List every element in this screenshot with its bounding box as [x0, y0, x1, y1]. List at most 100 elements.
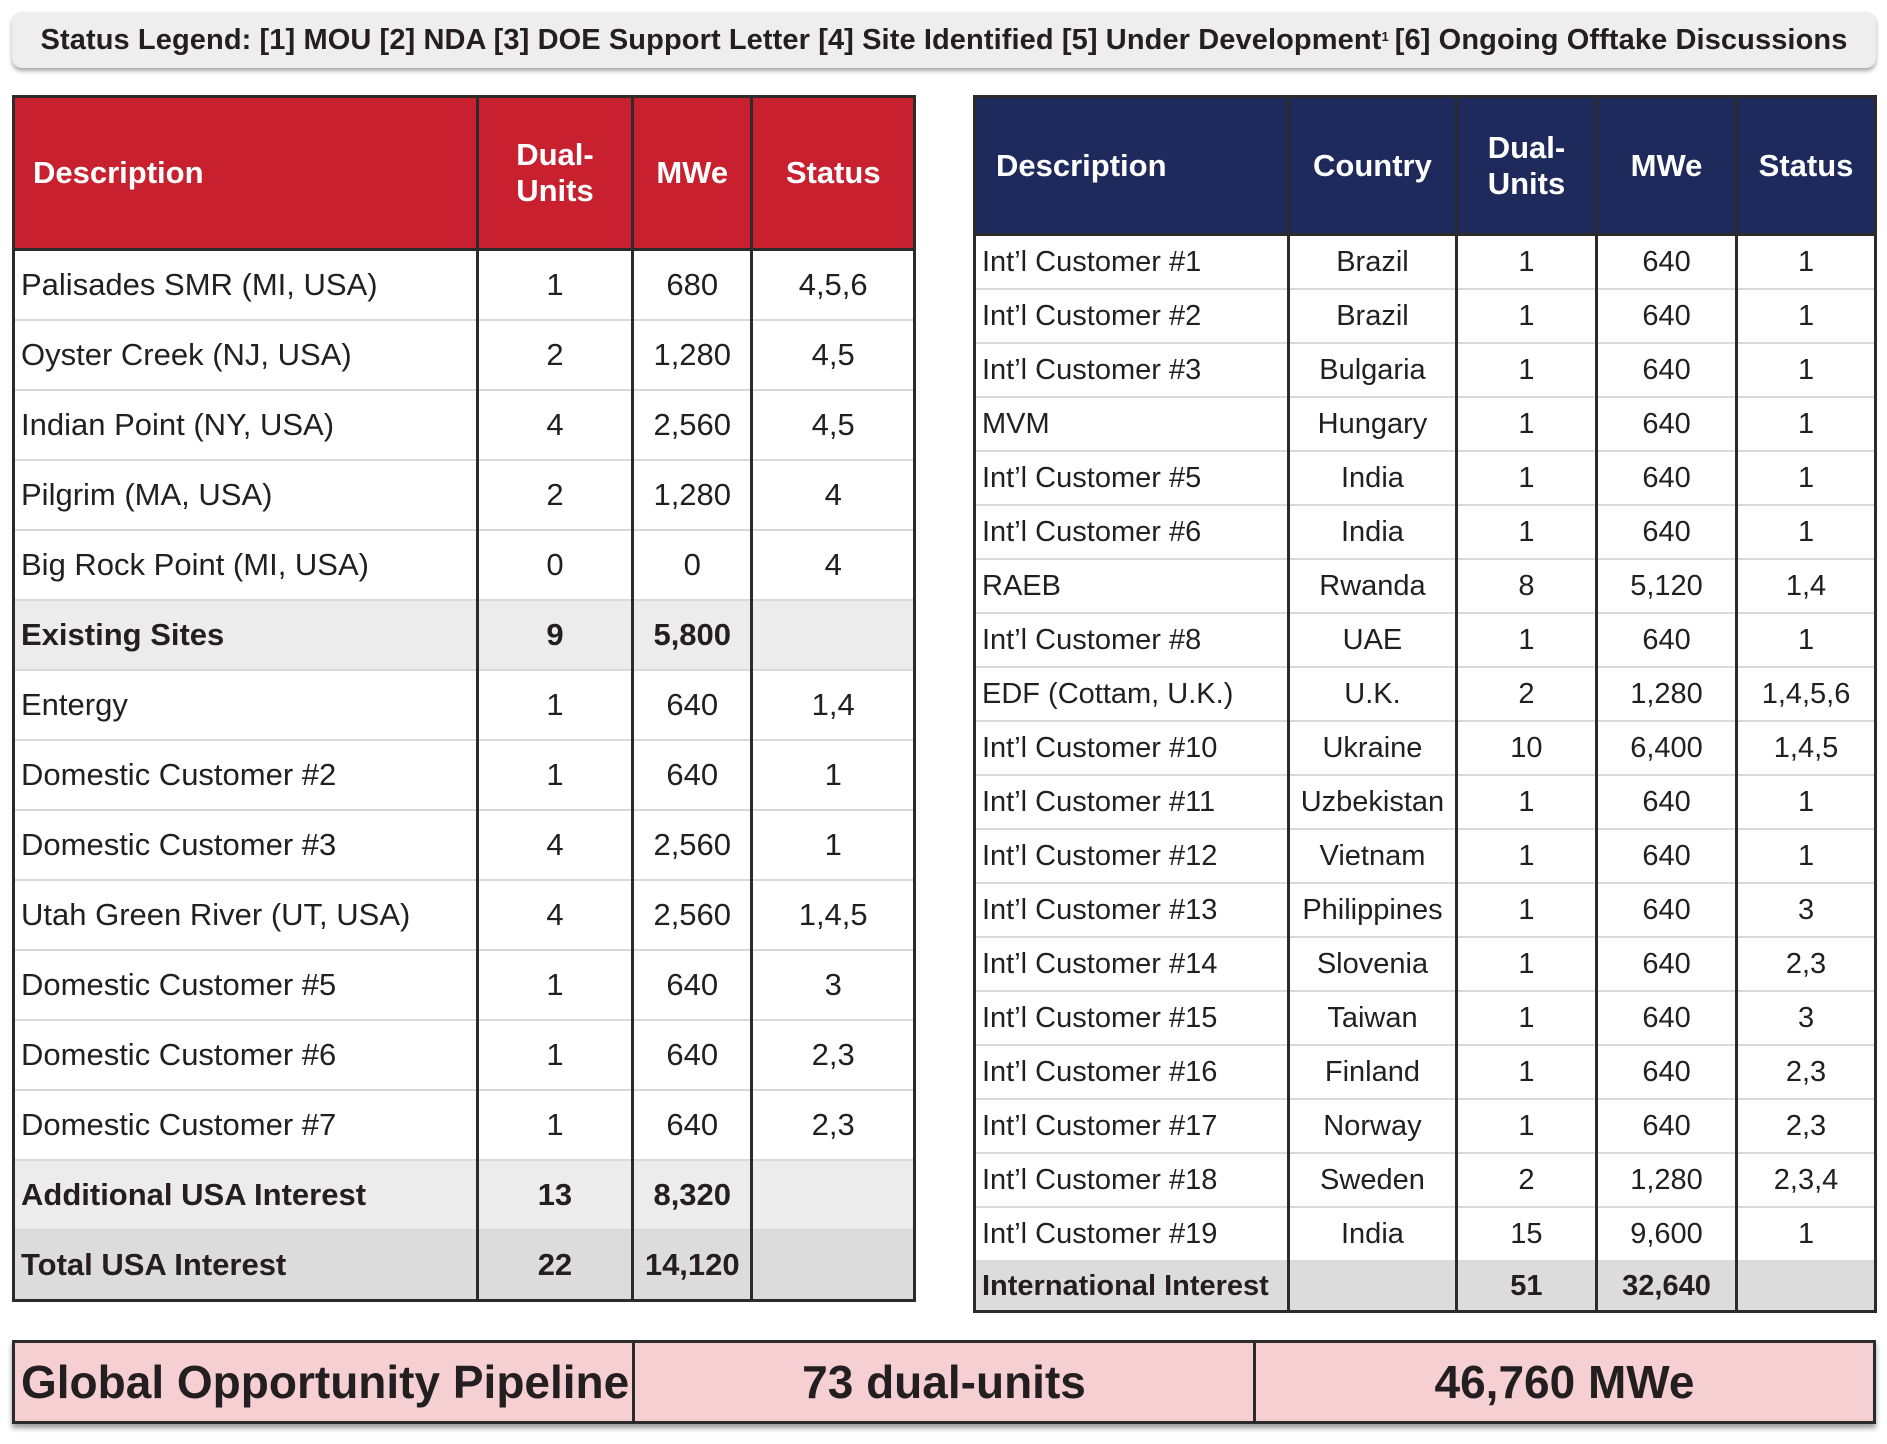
cell-status: 1 — [1736, 775, 1877, 830]
table-row: Domestic Customer #3 4 2,560 1 — [13, 810, 916, 881]
cell-status: 2,3 — [1736, 1045, 1877, 1100]
table-row: Big Rock Point (MI, USA) 0 0 4 — [13, 530, 916, 601]
pipeline-dual-units: 73 dual-units — [635, 1343, 1256, 1421]
cell-units: 8 — [1456, 559, 1598, 614]
cell-mwe: 680 — [632, 249, 754, 321]
cell-status: 1,4 — [1736, 559, 1877, 614]
table-row: Int’l Customer #11 Uzbekistan 1 640 1 — [974, 775, 1877, 830]
pipeline-mwe: 46,760 MWe — [1434, 1356, 1695, 1408]
status-legend: Status Legend: [1] MOU [2] NDA [3] DOE S… — [12, 12, 1876, 68]
cell-description: Domestic Customer #7 — [13, 1090, 479, 1161]
column-header-mwe: MWe — [1596, 96, 1739, 236]
cell-description: RAEB — [974, 559, 1291, 614]
cell-description: Int’l Customer #14 — [974, 937, 1291, 992]
cell-mwe: 2,560 — [632, 810, 754, 881]
cell-units: 1 — [477, 1020, 635, 1091]
cell-mwe: 5,800 — [632, 600, 754, 671]
international-interest-table: Description Country Dual-Units MWe Statu… — [973, 95, 1877, 1313]
cell-mwe: 640 — [1596, 397, 1739, 452]
cell-status: 2,3,4 — [1736, 1153, 1877, 1208]
cell-description: Big Rock Point (MI, USA) — [13, 530, 479, 601]
cell-mwe: 1,280 — [1596, 667, 1739, 722]
cell-description: Existing Sites — [13, 600, 479, 671]
cell-mwe: 32,640 — [1596, 1261, 1739, 1312]
column-header-status: Status — [751, 96, 916, 251]
cell-units: 1 — [1456, 829, 1598, 884]
cell-description: Entergy — [13, 670, 479, 741]
table-header-row: Description Country Dual-Units MWe Statu… — [974, 96, 1877, 236]
usa-interest-table: Description Dual-Units MWe Status Palisa… — [12, 95, 916, 1302]
table-row: Int’l Customer #1 Brazil 1 640 1 — [974, 234, 1877, 290]
cell-description: Int’l Customer #17 — [974, 1099, 1291, 1154]
column-header-description: Description — [974, 96, 1291, 236]
cell-description: Int’l Customer #18 — [974, 1153, 1291, 1208]
table-row: Int’l Customer #3 Bulgaria 1 640 1 — [974, 343, 1877, 398]
cell-mwe: 640 — [632, 950, 754, 1021]
cell-description: Oyster Creek (NJ, USA) — [13, 320, 479, 391]
table-row: Int’l Customer #17 Norway 1 640 2,3 — [974, 1099, 1877, 1154]
cell-mwe: 2,560 — [632, 390, 754, 461]
cell-mwe: 640 — [1596, 234, 1739, 290]
cell-units: 1 — [1456, 397, 1598, 452]
cell-units: 1 — [1456, 505, 1598, 560]
cell-description: Int’l Customer #11 — [974, 775, 1291, 830]
cell-status: 1 — [751, 740, 916, 811]
cell-status: 1 — [1736, 343, 1877, 398]
cell-mwe: 640 — [1596, 991, 1739, 1046]
cell-description: Int’l Customer #6 — [974, 505, 1291, 560]
cell-description: Indian Point (NY, USA) — [13, 390, 479, 461]
cell-country: India — [1288, 505, 1458, 560]
cell-country: Brazil — [1288, 234, 1458, 290]
table-row: Utah Green River (UT, USA) 4 2,560 1,4,5 — [13, 880, 916, 951]
cell-status: 4 — [751, 530, 916, 601]
cell-units: 4 — [477, 390, 635, 461]
cell-description: Domestic Customer #5 — [13, 950, 479, 1021]
table-row: Int’l Customer #18 Sweden 2 1,280 2,3,4 — [974, 1153, 1877, 1208]
cell-country: Uzbekistan — [1288, 775, 1458, 830]
table-row: Int’l Customer #19 India 15 9,600 1 — [974, 1207, 1877, 1262]
cell-description: Int’l Customer #15 — [974, 991, 1291, 1046]
table-row: Int’l Customer #13 Philippines 1 640 3 — [974, 883, 1877, 938]
table-row: Domestic Customer #6 1 640 2,3 — [13, 1020, 916, 1091]
cell-mwe: 640 — [1596, 505, 1739, 560]
cell-mwe: 640 — [1596, 1045, 1739, 1100]
cell-description: Int’l Customer #8 — [974, 613, 1291, 668]
cell-country: India — [1288, 451, 1458, 506]
cell-units: 0 — [477, 530, 635, 601]
cell-mwe: 5,120 — [1596, 559, 1739, 614]
cell-units: 1 — [1456, 883, 1598, 938]
table-row: Domestic Customer #2 1 640 1 — [13, 740, 916, 811]
cell-country: UAE — [1288, 613, 1458, 668]
cell-status: 4,5,6 — [751, 249, 916, 321]
global-pipeline-summary: Global Opportunity Pipeline 73 dual-unit… — [12, 1340, 1876, 1424]
cell-country: Taiwan — [1288, 991, 1458, 1046]
cell-description: Int’l Customer #12 — [974, 829, 1291, 884]
cell-description: Int’l Customer #16 — [974, 1045, 1291, 1100]
table-row: EDF (Cottam, U.K.) U.K. 2 1,280 1,4,5,6 — [974, 667, 1877, 722]
cell-units: 1 — [1456, 289, 1598, 344]
cell-description: Additional USA Interest — [13, 1160, 479, 1231]
cell-mwe: 9,600 — [1596, 1207, 1739, 1262]
cell-units: 4 — [477, 810, 635, 881]
cell-units: 1 — [1456, 1099, 1598, 1154]
table-row: Int’l Customer #14 Slovenia 1 640 2,3 — [974, 937, 1877, 992]
cell-units: 1 — [1456, 1045, 1598, 1100]
cell-country: Finland — [1288, 1045, 1458, 1100]
cell-units: 1 — [477, 1090, 635, 1161]
cell-mwe: 640 — [1596, 937, 1739, 992]
cell-description: Domestic Customer #2 — [13, 740, 479, 811]
total-row: International Interest 51 32,640 — [974, 1261, 1877, 1312]
cell-description: Int’l Customer #3 — [974, 343, 1291, 398]
cell-description: EDF (Cottam, U.K.) — [974, 667, 1291, 722]
cell-description: Int’l Customer #19 — [974, 1207, 1291, 1262]
cell-status — [751, 600, 916, 671]
cell-description: MVM — [974, 397, 1291, 452]
legend-text-suffix: [6] Ongoing Offtake Discussions — [1394, 23, 1848, 56]
column-header-dual-units: Dual-Units — [1456, 96, 1598, 236]
cell-units: 51 — [1456, 1261, 1598, 1312]
cell-units: 2 — [1456, 1153, 1598, 1208]
table-row: Indian Point (NY, USA) 4 2,560 4,5 — [13, 390, 916, 461]
cell-mwe: 14,120 — [632, 1230, 754, 1301]
cell-country — [1288, 1261, 1458, 1312]
cell-mwe: 640 — [1596, 883, 1739, 938]
